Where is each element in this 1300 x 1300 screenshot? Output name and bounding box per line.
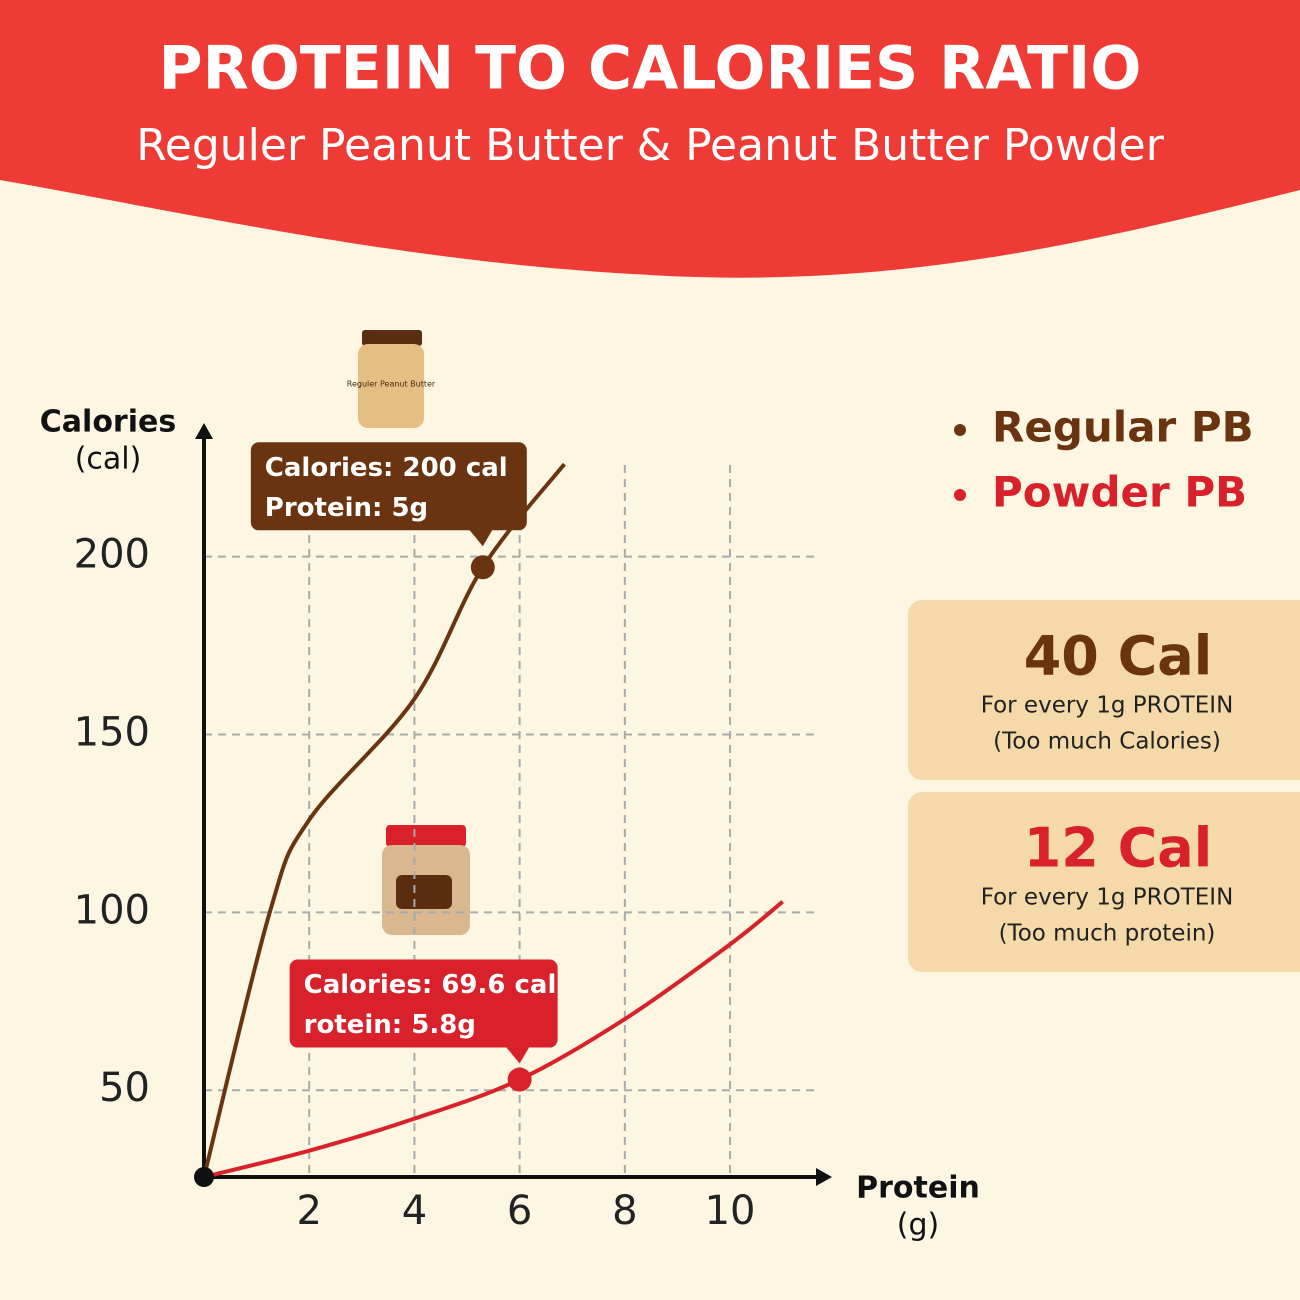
callout-text: rotein: 5.8g bbox=[304, 1010, 476, 1040]
x-axis-arrow bbox=[816, 1168, 832, 1186]
callout-box bbox=[250, 442, 527, 531]
info-headline: 40 Cal bbox=[1024, 625, 1213, 688]
y-tick-label: 50 bbox=[99, 1065, 150, 1111]
highlight-point bbox=[470, 555, 495, 580]
legend-dot bbox=[954, 489, 966, 501]
info-text: For every 1g PROTEIN bbox=[981, 693, 1234, 719]
origin-dot bbox=[194, 1167, 214, 1187]
legend-dot bbox=[954, 424, 966, 436]
callout-pointer bbox=[505, 1046, 530, 1064]
regular-jar: Reguler Peanut Butter bbox=[347, 330, 436, 428]
powder-jar bbox=[382, 825, 470, 935]
highlight-point bbox=[507, 1067, 532, 1092]
info-box bbox=[908, 792, 1300, 972]
callout-box bbox=[289, 959, 558, 1048]
x-tick-label: 8 bbox=[612, 1188, 637, 1234]
legend-label: Regular PB bbox=[992, 403, 1254, 452]
y-axis-label: Calories bbox=[40, 405, 176, 440]
y-tick-label: 200 bbox=[74, 532, 150, 578]
info-text: (Too much Calories) bbox=[993, 729, 1221, 755]
header-band bbox=[0, 0, 1300, 278]
y-tick-label: 150 bbox=[74, 709, 150, 755]
callout-text: Calories: 200 cal bbox=[265, 453, 508, 483]
title: PROTEIN TO CALORIES RATIO bbox=[159, 34, 1142, 104]
jar-label: Reguler Peanut Butter bbox=[347, 380, 436, 389]
callout-text: Calories: 69.6 cal bbox=[304, 970, 557, 1000]
x-axis-label: Protein bbox=[856, 1171, 980, 1206]
y-tick-label: 100 bbox=[74, 887, 150, 933]
info-text: For every 1g PROTEIN bbox=[981, 885, 1234, 911]
legend-label: Powder PB bbox=[992, 468, 1247, 517]
callout-pointer bbox=[468, 529, 493, 547]
x-tick-label: 6 bbox=[507, 1188, 532, 1234]
x-tick-label: 10 bbox=[705, 1188, 756, 1234]
callout-text: Protein: 5g bbox=[265, 493, 428, 523]
x-axis-unit: (g) bbox=[897, 1208, 939, 1243]
x-tick-label: 4 bbox=[402, 1188, 427, 1234]
x-tick-label: 2 bbox=[296, 1188, 321, 1234]
info-text: (Too much protein) bbox=[999, 921, 1216, 947]
y-axis-arrow bbox=[195, 423, 213, 439]
info-box bbox=[908, 600, 1300, 780]
info-headline: 12 Cal bbox=[1024, 817, 1213, 880]
y-axis-unit: (cal) bbox=[75, 442, 142, 477]
subtitle: Reguler Peanut Butter & Peanut Butter Po… bbox=[136, 120, 1164, 171]
